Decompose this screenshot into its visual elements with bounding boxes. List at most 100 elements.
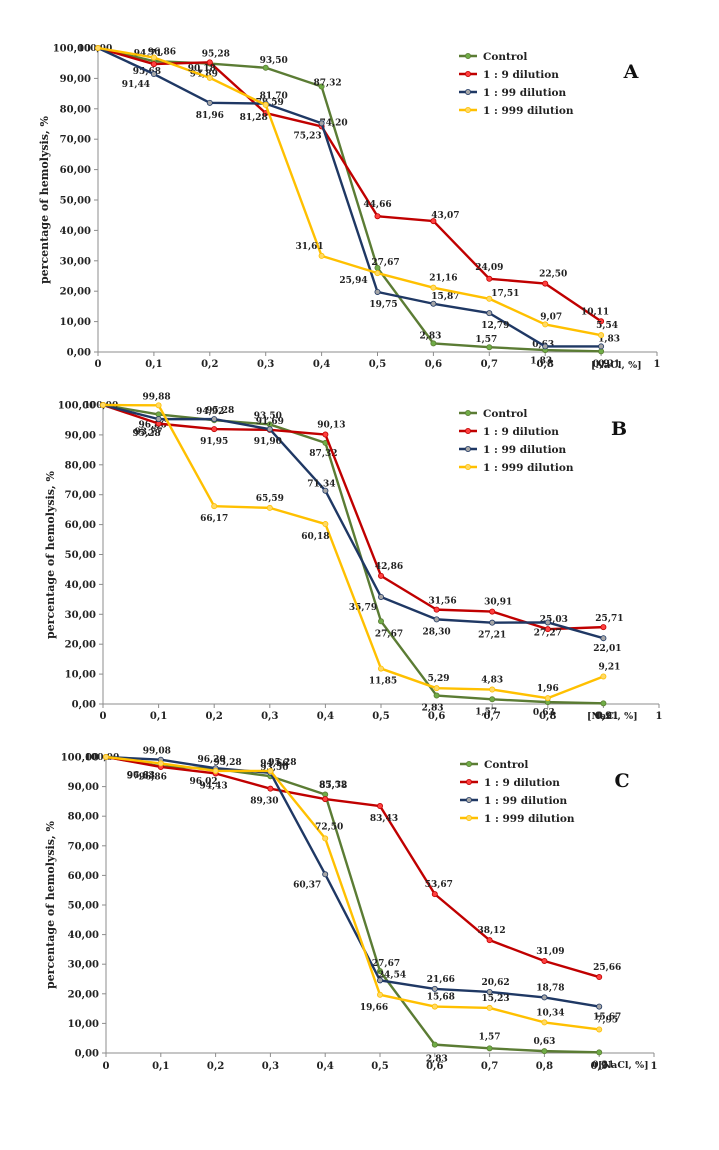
data-point-d999	[598, 332, 605, 339]
data-label-d9: 85,78	[319, 781, 347, 791]
legend-label: Control	[483, 408, 527, 420]
x-axis-title: [NaCl, %]	[591, 360, 642, 371]
data-point-d999	[212, 767, 219, 774]
data-label-d999: 10,34	[536, 1008, 564, 1018]
panel-letter: C	[614, 770, 629, 792]
data-label-d9: 42,86	[375, 562, 403, 572]
y-tick-label: 90,00	[60, 74, 91, 85]
y-tick-label: 40,00	[60, 226, 91, 237]
data-point-d9	[598, 318, 605, 325]
data-label-d9: 25,66	[593, 963, 621, 973]
x-tick-label: 0,1	[150, 711, 167, 722]
x-axis-title: [NaCl, %]	[598, 1060, 649, 1071]
legend-label: 1 : 9 dilution	[483, 69, 559, 81]
data-label-d99: 91,90	[254, 437, 282, 447]
data-label-control: 27,67	[375, 629, 403, 639]
legend-label: 1 : 999 dilution	[483, 462, 574, 474]
data-label-d9: 31,56	[429, 597, 457, 607]
data-label-control: 95,68	[133, 67, 161, 77]
legend-item-control: Control	[460, 759, 528, 771]
data-label-control: 87,32	[319, 781, 347, 791]
data-label-control: 0,21	[592, 1060, 614, 1070]
data-label-d999: 4,83	[481, 676, 503, 686]
data-label-d99: 15,67	[593, 1013, 621, 1023]
legend-marker	[465, 779, 472, 786]
data-label-d9: 78,59	[256, 98, 284, 108]
legend-label: 1 : 9 dilution	[484, 777, 560, 789]
y-tick-label: 10,00	[60, 317, 91, 328]
legend-label: 1 : 9 dilution	[483, 426, 559, 438]
data-label-control: 1,57	[479, 1032, 501, 1042]
data-point-d99	[542, 343, 549, 350]
data-label-d9: 38,12	[478, 926, 506, 936]
data-point-d99	[544, 619, 551, 626]
data-point-d9	[542, 280, 549, 287]
data-point-d999	[374, 270, 381, 277]
data-label-d9: 24,09	[475, 263, 503, 273]
x-tick-label: 0,5	[371, 1061, 388, 1072]
data-label-d9: 22,50	[539, 270, 567, 280]
data-point-d999	[377, 665, 384, 672]
data-point-d99	[486, 310, 493, 317]
data-point-control	[598, 348, 605, 355]
data-label-control: 87,32	[314, 79, 342, 89]
data-label-d99: 95,28	[133, 429, 161, 439]
data-label-d999: 15,23	[482, 994, 510, 1004]
data-label-d999: 99,88	[143, 392, 171, 402]
data-label-d99: 99,08	[143, 747, 171, 757]
data-point-d999	[103, 754, 110, 761]
data-label-control: 93,50	[260, 56, 288, 66]
x-tick-label: 0,3	[262, 1061, 279, 1072]
x-tick-label: 0,4	[313, 359, 330, 370]
y-tick-label: 0,00	[67, 348, 91, 359]
data-point-d99	[431, 985, 438, 992]
y-tick-label: 70,00	[68, 841, 99, 852]
legend-marker	[464, 427, 471, 434]
legend-marker	[465, 815, 472, 822]
data-point-d99	[266, 426, 273, 433]
x-tick-label: 0,4	[317, 711, 334, 722]
data-point-d99	[376, 977, 383, 984]
y-tick-label: 10,00	[68, 1019, 99, 1030]
chart-panel-b: 0,00 10,00 20,00 30,00 40,00 50,00 60,00 70,00 8…	[44, 392, 662, 722]
data-point-d9	[211, 426, 218, 433]
legend-label: 1 : 99 dilution	[483, 444, 567, 456]
y-tick-label: 70,00	[60, 135, 91, 146]
x-tick-label: 0,7	[481, 359, 498, 370]
data-point-control	[541, 1048, 548, 1055]
data-label-control: 93,50	[260, 763, 288, 773]
data-label-d99: 27,21	[478, 631, 506, 641]
data-point-d9	[322, 796, 329, 803]
data-label-d99: 24,54	[378, 970, 406, 980]
legend-label: 1 : 99 dilution	[483, 87, 567, 99]
data-label-d999: 1,96	[537, 684, 559, 694]
y-tick-label: 20,00	[68, 989, 99, 1000]
data-label-d999: 31,61	[296, 242, 324, 252]
data-point-d999	[489, 686, 496, 693]
data-point-d99	[433, 616, 440, 623]
data-label-d999: 25,94	[339, 276, 367, 286]
data-label-d999: 15,68	[427, 993, 455, 1003]
chart-panel-c: 0,00 10,00 20,00 30,00 40,00 50,00 60,00 70,00 8…	[44, 747, 657, 1072]
legend-marker	[464, 89, 471, 96]
data-label-d999: 66,17	[200, 514, 228, 524]
data-label-d9: 93,77	[135, 428, 163, 438]
data-point-d99	[206, 99, 213, 106]
data-point-control	[376, 968, 383, 975]
data-point-d9	[433, 606, 440, 613]
x-tick-label: 0,7	[481, 1061, 498, 1072]
data-point-d9	[377, 572, 384, 579]
legend-item-d99: 1 : 99 dilution	[459, 444, 567, 456]
data-point-d999	[544, 695, 551, 702]
data-label-control: 2,83	[422, 704, 444, 714]
data-point-d999	[155, 402, 162, 409]
legend-item-d999: 1 : 999 dilution	[459, 105, 574, 117]
data-label-d99: 96,20	[198, 755, 226, 765]
data-label-d999: 60,18	[301, 532, 329, 542]
data-label-d9: 25,03	[540, 615, 568, 625]
data-label-d9: 43,07	[431, 211, 459, 221]
data-label-d999: 21,16	[429, 274, 457, 284]
data-label-d99: 12,79	[481, 321, 509, 331]
data-label-control: 96,86	[139, 772, 167, 782]
data-point-d999	[541, 1019, 548, 1026]
